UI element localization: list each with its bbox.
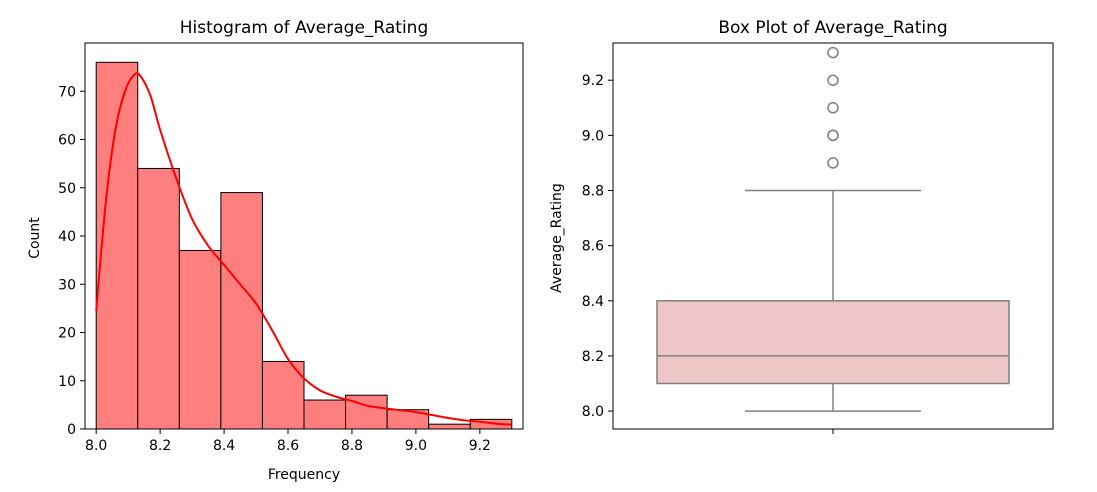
boxplot-y-tick-label: 9.2: [582, 73, 604, 89]
histogram-y-tick-label: 50: [58, 181, 76, 197]
boxplot-chart: Box Plot of Average_Rating 8.0 8.2 8.4 8.6 8…: [549, 18, 1054, 434]
histogram-x-tick-label: 8.6: [277, 438, 299, 454]
histogram-x-tick-label: 9.2: [469, 438, 491, 454]
histogram-x-axis-label: Frequency: [268, 467, 340, 483]
histogram-bar: [178, 249, 222, 430]
boxplot-y-tick-label: 8.8: [582, 184, 604, 200]
outlier-point: [827, 157, 839, 169]
histogram-bar: [137, 167, 180, 430]
histogram-bar: [261, 360, 305, 430]
boxplot-title: Box Plot of Average_Rating: [718, 18, 947, 38]
boxplot-y-tick-label: 8.2: [582, 349, 604, 365]
boxplot-y-axis-label: Average_Rating: [549, 183, 565, 293]
histogram-x-tick-label: 8.2: [149, 438, 171, 454]
outlier-point: [827, 74, 839, 86]
box-iqr: [656, 300, 1010, 385]
outlier-point: [827, 46, 839, 59]
boxplot-y-tick-label: 8.6: [582, 239, 604, 255]
histogram-bar: [428, 423, 471, 430]
boxplot-y-tick-label: 9.0: [582, 128, 604, 144]
histogram-x-tick-label: 9.0: [405, 438, 427, 454]
histogram-title: Histogram of Average_Rating: [180, 18, 429, 38]
histogram-y-tick-label: 30: [58, 277, 76, 293]
histogram-y-tick-label: 70: [58, 84, 76, 100]
histogram-x-tick-label: 8.0: [85, 438, 107, 454]
histogram-x-tick-label: 8.8: [341, 438, 363, 454]
boxplot-y-tick-label: 8.4: [582, 294, 604, 310]
outlier-point: [827, 102, 839, 114]
histogram-bar: [220, 192, 263, 430]
histogram-y-tick-label: 20: [58, 326, 76, 342]
kde-line: [95, 72, 512, 426]
histogram-y-tick-label: 60: [58, 133, 76, 149]
histogram-bar: [303, 399, 347, 430]
histogram-x-tick-label: 8.4: [213, 438, 235, 454]
histogram-chart: Histogram of Average_Rating 8.0 8.2 8.4 8.6…: [27, 18, 524, 483]
histogram-y-tick-label: 0: [67, 422, 76, 438]
boxplot-y-tick-label: 8.0: [582, 404, 604, 420]
outlier-point: [827, 129, 839, 142]
histogram-y-tick-label: 10: [58, 374, 76, 390]
histogram-y-tick-label: 40: [58, 229, 76, 245]
histogram-y-axis-label: Count: [27, 217, 43, 259]
